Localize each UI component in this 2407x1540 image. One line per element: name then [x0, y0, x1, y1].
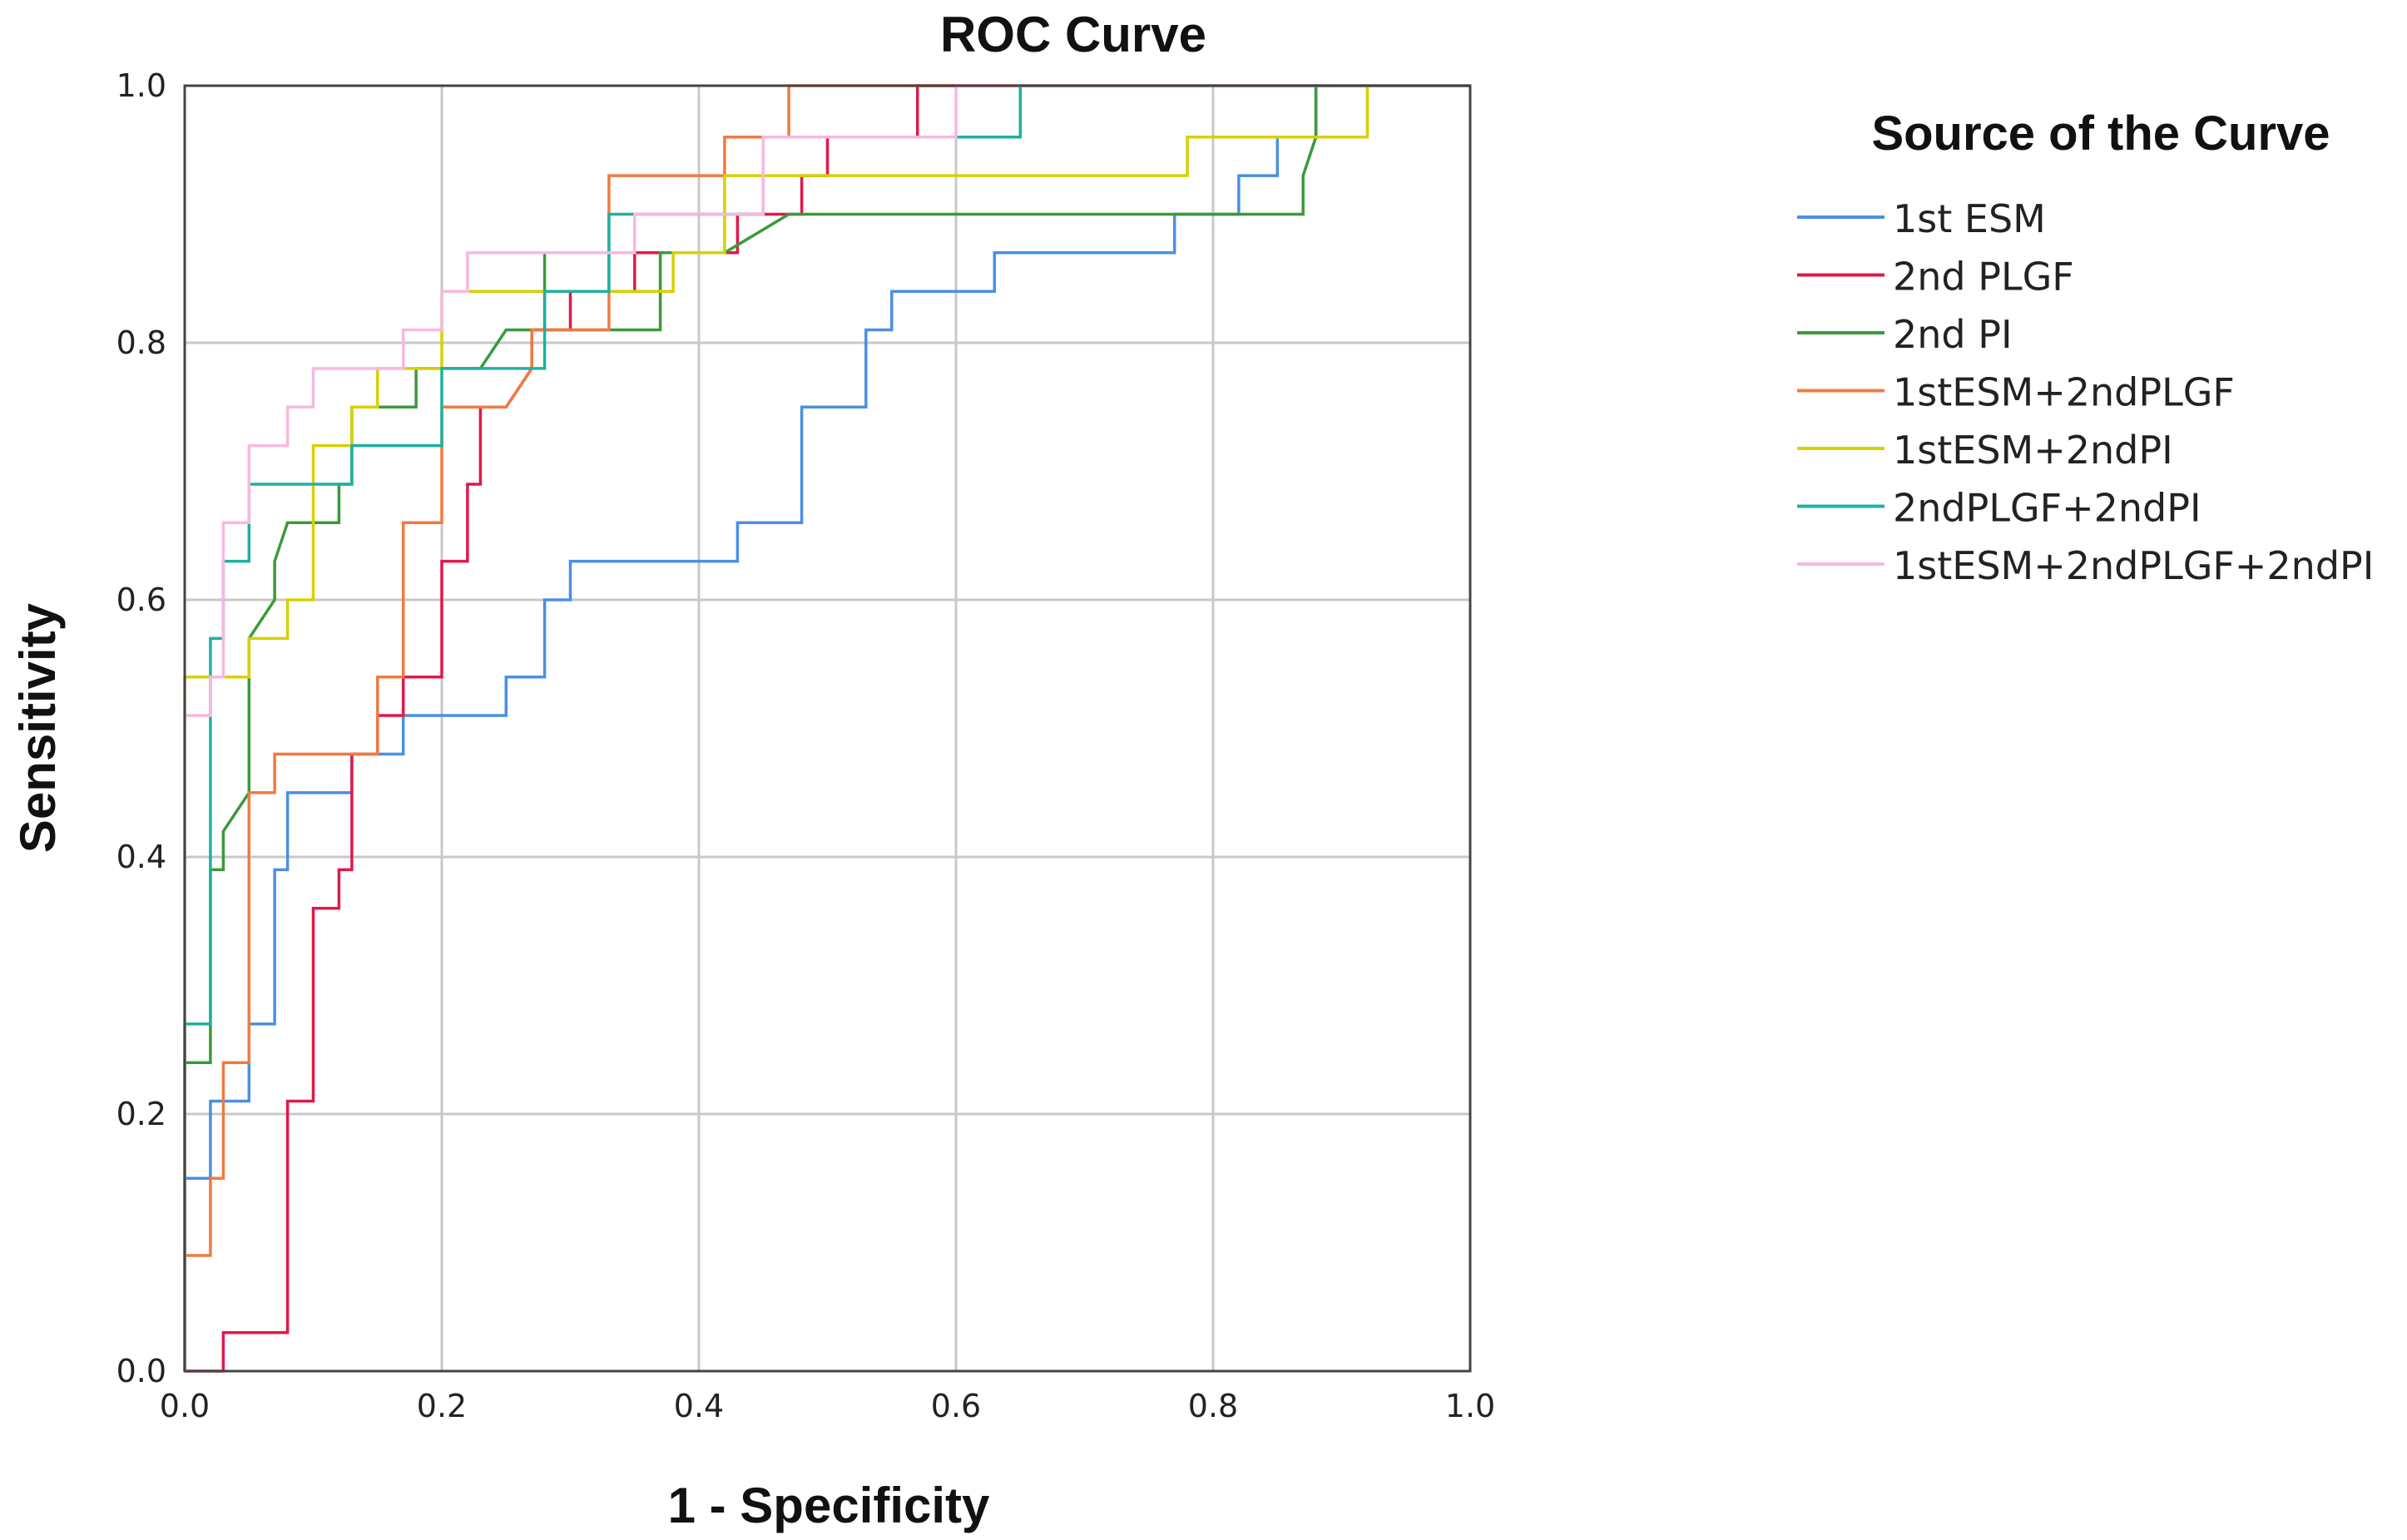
legend-item-label: 1stESM+2ndPLGF+2ndPI: [1893, 543, 2374, 588]
x-tick-label: 0.0: [160, 1388, 210, 1424]
x-tick-label: 0.8: [1188, 1388, 1238, 1424]
series-line-3: [183, 84, 1470, 1371]
x-tick-label: 1.0: [1445, 1388, 1495, 1424]
x-axis-label: 1 - Specificity: [668, 1478, 990, 1533]
x-tick-label: 0.2: [417, 1388, 467, 1424]
y-tick-label: 0.0: [116, 1353, 166, 1389]
y-axis-label: Sensitivity: [10, 602, 66, 853]
legend: Source of the Curve 1st ESM 2nd PLGF 2nd P…: [1797, 106, 2374, 588]
legend-title: Source of the Curve: [1871, 106, 2330, 161]
x-tick-label: 0.6: [931, 1388, 981, 1424]
y-tick-label: 0.2: [116, 1096, 166, 1132]
x-tick-label: 0.4: [674, 1388, 724, 1424]
legend-item-label: 1st ESM: [1893, 196, 2046, 241]
y-tick-label: 1.0: [116, 67, 166, 104]
y-tick-label: 0.6: [116, 582, 166, 618]
y-tick-label: 0.8: [116, 324, 166, 361]
axis-ticks: 0.0 0.2 0.4 0.6 0.8 1.0 0.0 0.2 0.4 0.6 0.8 1.0: [116, 67, 1496, 1424]
series-line-7: [183, 84, 1470, 1371]
chart-title: ROC Curve: [940, 7, 1206, 62]
series-lines: [183, 84, 1470, 1373]
legend-item-label: 1stESM+2ndPI: [1893, 428, 2173, 473]
y-tick-label: 0.4: [116, 839, 166, 875]
legend-item-label: 2nd PLGF: [1893, 255, 2074, 300]
legend-item-label: 2ndPLGF+2ndPI: [1893, 486, 2201, 531]
legend-item-label: 1stESM+2ndPLGF: [1893, 370, 2235, 415]
plot-frame: [183, 84, 1472, 1373]
series-line-4: [183, 84, 1470, 1371]
legend-item-label: 2nd PI: [1893, 312, 2013, 357]
